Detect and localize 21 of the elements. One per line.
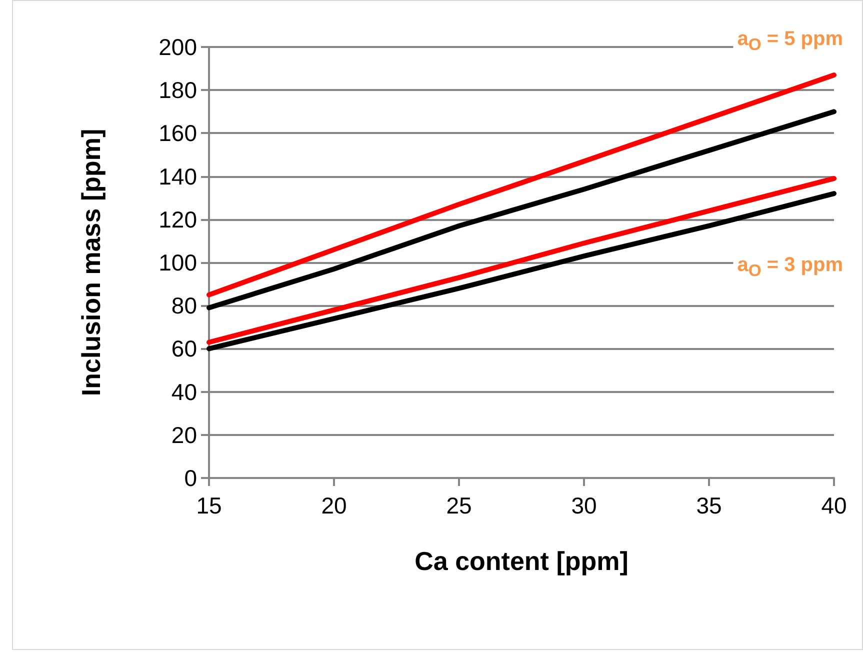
y-tick-label: 180 <box>158 77 197 104</box>
x-tick-label: 30 <box>571 492 597 518</box>
x-tick-label: 20 <box>321 492 347 518</box>
annotation: a$_{O}$ = 3 ppm <box>733 253 847 283</box>
y-tick-label: 40 <box>171 378 197 405</box>
x-tick-label: 35 <box>696 492 722 518</box>
x-tick-label: 15 <box>196 492 222 518</box>
x-axis-title: Ca content [ppm] <box>414 546 628 576</box>
x-tick-label: 40 <box>821 492 847 518</box>
y-axis-title: Inclusion mass [ppm] <box>76 128 106 396</box>
y-tick-label: 60 <box>171 336 197 362</box>
y-tick-label: 100 <box>158 250 197 276</box>
y-tick-label: 160 <box>158 120 197 146</box>
y-tick-label: 140 <box>158 163 197 190</box>
y-tick-label: 80 <box>171 292 197 319</box>
y-tick-label: 120 <box>158 206 197 232</box>
annotation: a$_{O}$ = 5 ppm <box>733 27 847 57</box>
y-tick-label: 0 <box>184 465 197 491</box>
y-tick-label: 200 <box>158 34 197 60</box>
y-tick-label: 20 <box>171 422 197 448</box>
x-tick-label: 25 <box>446 492 472 518</box>
